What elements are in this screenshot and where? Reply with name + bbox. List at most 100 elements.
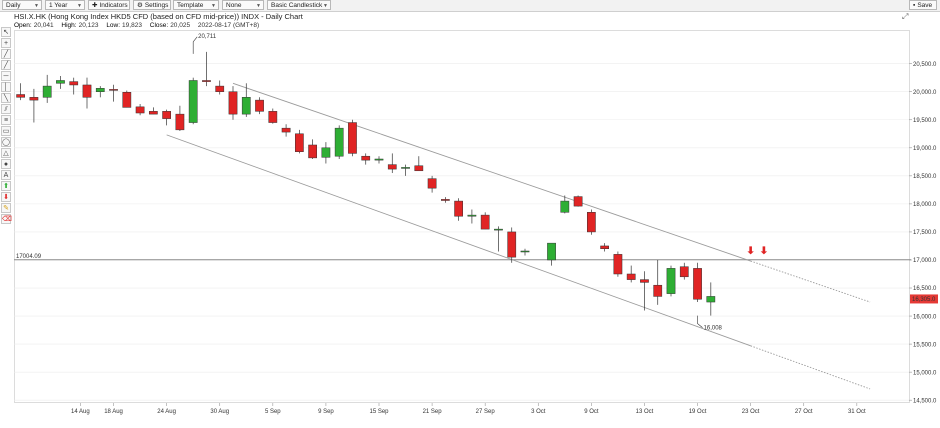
y-tick-label: 16,000.0 <box>913 314 937 320</box>
arrow-down-icon <box>760 246 768 255</box>
candle-body <box>135 106 145 114</box>
candle-body <box>241 97 251 115</box>
ohlc-date: 2022-08-17 (GMT+8) <box>197 22 260 29</box>
annotation-leader <box>192 36 198 54</box>
y-tick-label: 19,000.0 <box>913 146 937 152</box>
ohlc-key: High: <box>61 22 77 29</box>
candle-body <box>387 164 397 170</box>
settings-button[interactable]: ⚙ Settings <box>133 0 171 10</box>
ohlc-key: Open: <box>14 22 32 29</box>
chevron-down-icon: ▼ <box>323 3 328 9</box>
crosshair-icon[interactable]: + <box>1 38 11 48</box>
save-icon: ▪ <box>913 2 916 9</box>
expand-icon[interactable]: ⤢ <box>902 12 909 21</box>
plot-area[interactable] <box>14 30 910 403</box>
chevron-down-icon: ▼ <box>211 3 216 9</box>
save-button[interactable]: ▪ Save <box>909 0 937 10</box>
chart-toolbar: Daily ▼ 1 Year ▼ ✚ Indicators ⚙ Settings Tem… <box>0 0 940 12</box>
candle-body <box>202 80 211 82</box>
circle-icon[interactable]: ● <box>1 159 11 169</box>
x-tick-label: 23 Oct <box>742 409 760 415</box>
channel-extension-lower[interactable] <box>750 345 871 390</box>
arrow-down-icon[interactable]: ⬇ <box>1 192 11 202</box>
x-tick-label: 30 Aug <box>210 409 229 415</box>
x-tick-label: 31 Oct <box>848 409 866 415</box>
line-icon[interactable]: ╱ <box>1 49 11 59</box>
candle-body <box>281 127 291 133</box>
candle-body <box>122 92 132 108</box>
candle-body <box>294 133 304 152</box>
chart-title: HSI.X.HK (Hong Kong Index HKD5 CFD (base… <box>14 12 303 21</box>
channel-icon[interactable]: ⫽ <box>1 104 11 114</box>
cursor-icon[interactable]: ↖ <box>1 27 11 37</box>
channel-line-lower[interactable] <box>166 134 751 347</box>
candle-body <box>374 158 384 161</box>
candle-body <box>440 199 450 201</box>
chevron-down-icon: ▼ <box>256 3 261 9</box>
candle-body <box>600 245 610 250</box>
x-tick-label: 15 Sep <box>369 409 389 415</box>
eraser-icon[interactable]: ⌫ <box>1 214 12 224</box>
candle-body <box>706 296 716 303</box>
comparison-label: None <box>226 2 242 9</box>
interval-select[interactable]: Daily ▼ <box>2 0 42 10</box>
ohlc-key: Close: <box>149 22 169 29</box>
save-label: Save <box>917 2 933 9</box>
candle-body <box>666 268 676 294</box>
candle-body <box>560 200 570 213</box>
y-tick-label: 15,000.0 <box>913 370 937 376</box>
x-tick-label: 3 Oct <box>531 409 546 415</box>
fib-icon[interactable]: ≡ <box>1 115 11 125</box>
horizontal-line-icon[interactable]: ─ <box>1 71 11 81</box>
chart-type-label: Basic Candlestick <box>271 2 323 9</box>
candle-body <box>507 231 517 258</box>
candle-body <box>626 273 636 280</box>
candle-body <box>414 165 424 172</box>
comparison-select[interactable]: None ▼ <box>222 0 264 10</box>
y-tick-label: 15,500.0 <box>913 342 937 348</box>
candle-body <box>520 250 530 253</box>
candle-body <box>148 111 158 115</box>
candle-body <box>401 167 410 169</box>
candle-body <box>215 85 225 92</box>
pencil-icon[interactable]: ✎ <box>1 203 11 213</box>
text-icon[interactable]: A <box>1 170 11 180</box>
arrow-down-icon <box>747 246 754 255</box>
ohlc-value: 20,025 <box>170 22 191 29</box>
vertical-line-icon[interactable]: │ <box>1 82 11 92</box>
template-select[interactable]: Template ▼ <box>173 0 219 10</box>
interval-label: Daily <box>6 2 21 9</box>
y-tick-label: 17,500.0 <box>913 230 937 236</box>
channel-line-upper[interactable] <box>232 82 751 262</box>
chart-type-select[interactable]: Basic Candlestick ▼ <box>267 0 331 10</box>
channel-extension-upper[interactable] <box>750 260 871 303</box>
arrow-up-icon[interactable]: ⬆ <box>1 181 11 191</box>
triangle-icon[interactable]: △ <box>1 148 11 158</box>
x-tick-label: 9 Oct <box>584 409 599 415</box>
trend-line-icon[interactable]: ╲ <box>1 93 11 103</box>
y-tick-label: 14,500.0 <box>913 398 937 404</box>
ellipse-icon[interactable]: ◯ <box>1 137 11 147</box>
candle-body <box>640 279 649 283</box>
x-tick-label: 14 Aug <box>71 409 90 415</box>
candle-body <box>82 84 92 98</box>
x-tick-label: 9 Sep <box>318 409 334 415</box>
last-price-badge <box>910 294 938 304</box>
candle-body <box>321 147 331 158</box>
ohlc-value: 20,041 <box>33 22 54 29</box>
candle-body <box>42 85 52 98</box>
candle-body <box>586 212 596 233</box>
y-tick-label: 20,500.0 <box>913 62 937 68</box>
candle-body <box>348 122 357 154</box>
indicators-button[interactable]: ✚ Indicators <box>88 0 130 10</box>
rectangle-icon[interactable]: ▭ <box>1 126 11 136</box>
ray-icon[interactable]: ╱ <box>1 60 11 70</box>
period-label: 1 Year <box>49 2 68 9</box>
candle-body <box>653 284 663 297</box>
candle-body <box>613 254 623 275</box>
settings-label: Settings <box>144 2 169 9</box>
x-tick-label: 19 Oct <box>689 409 707 415</box>
period-select[interactable]: 1 Year ▼ <box>45 0 85 10</box>
ohlc-key: Low: <box>106 22 121 29</box>
candle-body <box>162 111 172 119</box>
